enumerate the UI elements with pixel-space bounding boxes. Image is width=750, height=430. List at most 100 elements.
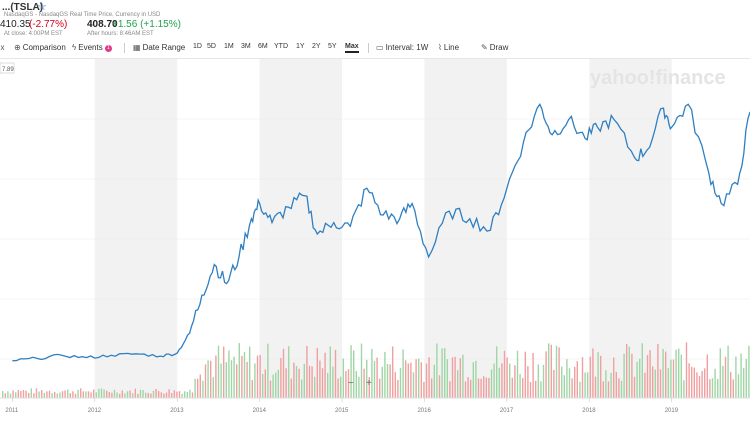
volume-bar xyxy=(618,378,620,398)
range-2y[interactable]: 2Y xyxy=(312,43,321,50)
volume-bar xyxy=(178,391,181,398)
volume-bar xyxy=(121,390,123,398)
volume-bar xyxy=(28,392,30,398)
volume-bar xyxy=(116,392,118,398)
volume-bar xyxy=(446,359,448,398)
volume-bar xyxy=(657,344,659,398)
x-tick-label: 2013 xyxy=(170,408,184,414)
volume-bar xyxy=(340,376,342,398)
volume-bar xyxy=(327,372,329,398)
volume-bar xyxy=(353,350,355,398)
volume-bar xyxy=(142,390,144,398)
range-5y[interactable]: 5Y xyxy=(328,43,337,50)
after-hours-note: After hours: 8:46AM EST xyxy=(87,31,154,37)
star-icon[interactable]: ☆ xyxy=(37,1,47,13)
x-tick-label: 2018 xyxy=(582,408,596,414)
volume-bar xyxy=(537,364,539,398)
range-1y[interactable]: 1Y xyxy=(296,43,305,50)
volume-bar xyxy=(33,393,35,398)
range-5d[interactable]: 5D xyxy=(207,43,216,50)
volume-bar xyxy=(579,381,581,398)
zoom-out-button[interactable]: − xyxy=(348,378,354,389)
volume-bar xyxy=(459,358,461,398)
volume-bar xyxy=(719,348,721,398)
range-max[interactable]: Max xyxy=(345,43,359,53)
volume-bar xyxy=(254,363,256,398)
volume-bar xyxy=(389,364,391,398)
volume-bar xyxy=(737,374,740,398)
x-tick-label: 2015 xyxy=(335,408,349,414)
volume-bar xyxy=(230,360,233,398)
volume-bar xyxy=(311,366,313,398)
draw-button[interactable]: ✎ Draw xyxy=(481,43,509,52)
volume-bar xyxy=(282,348,285,398)
volume-bar xyxy=(303,363,305,398)
volume-bar xyxy=(147,392,149,398)
volume-bar xyxy=(636,361,638,398)
quote-header: ...(TSLA) ☆ NasdaqGS - NasdaqGS Real Tim… xyxy=(0,0,750,40)
volume-bar xyxy=(644,372,646,398)
range-3m[interactable]: 3M xyxy=(241,43,251,50)
volume-bar xyxy=(87,391,90,398)
year-band xyxy=(259,59,343,398)
volume-bar xyxy=(498,367,500,398)
volume-bar xyxy=(433,364,435,398)
zoom-in-button[interactable]: + xyxy=(366,378,372,389)
volume-bar xyxy=(98,388,100,398)
volume-bar xyxy=(152,390,155,398)
range-6m[interactable]: 6M xyxy=(258,43,268,50)
volume-bar xyxy=(740,353,742,398)
price-chart[interactable]: yahoo!finance 7.89 − + 2011 2012 2013 2014 2… xyxy=(0,59,750,430)
volume-bar xyxy=(30,388,32,398)
events-button[interactable]: ϟ Events 1 xyxy=(72,43,112,52)
volume-bar xyxy=(503,350,506,398)
volume-bar xyxy=(462,354,464,398)
volume-bar xyxy=(4,393,6,398)
toolbar-divider xyxy=(368,43,369,53)
volume-bars xyxy=(2,342,750,398)
volume-bar xyxy=(173,390,175,398)
volume-bar xyxy=(548,343,550,398)
volume-bar xyxy=(160,392,162,398)
volume-bar xyxy=(7,391,9,398)
range-1d[interactable]: 1D xyxy=(193,43,202,50)
volume-bar xyxy=(516,350,519,398)
volume-bar xyxy=(680,354,682,398)
interval-button[interactable]: ▭ Interval: 1W xyxy=(376,43,429,52)
volume-bar xyxy=(272,374,274,398)
volume-bar xyxy=(550,344,552,398)
range-1m[interactable]: 1M xyxy=(224,43,234,50)
volume-bar xyxy=(626,344,628,398)
volume-bar xyxy=(407,363,409,398)
volume-bar xyxy=(436,343,438,398)
volume-bar xyxy=(685,342,688,398)
indicators-button[interactable]: ƒx xyxy=(0,43,6,52)
volume-bar xyxy=(9,393,12,398)
volume-bar xyxy=(132,393,134,398)
date-range-button[interactable]: ▦ Date Range xyxy=(133,43,186,52)
gridlines xyxy=(0,118,750,360)
volume-bar xyxy=(25,390,27,398)
volume-bar xyxy=(418,358,420,398)
volume-bar xyxy=(225,362,227,398)
volume-bar xyxy=(17,390,19,398)
range-ytd[interactable]: YTD xyxy=(274,43,288,50)
volume-bar xyxy=(262,373,264,398)
volume-bar xyxy=(623,353,625,398)
volume-bar xyxy=(267,343,269,398)
volume-bar xyxy=(155,388,157,398)
volume-bar xyxy=(197,378,199,398)
line-type-button[interactable]: ⌇ Line xyxy=(438,43,460,52)
comparison-button[interactable]: ⊕ Comparison xyxy=(14,43,66,52)
volume-bar xyxy=(675,349,677,398)
volume-bar xyxy=(176,391,178,398)
volume-bar xyxy=(412,372,415,398)
volume-bar xyxy=(667,368,669,398)
volume-bar xyxy=(54,391,56,398)
volume-bar xyxy=(194,378,196,398)
volume-bar xyxy=(319,360,321,398)
volume-bar xyxy=(628,346,630,398)
volume-bar xyxy=(249,346,251,398)
x-tick-label: 2017 xyxy=(500,408,514,414)
pencil-icon: ✎ xyxy=(481,43,488,52)
